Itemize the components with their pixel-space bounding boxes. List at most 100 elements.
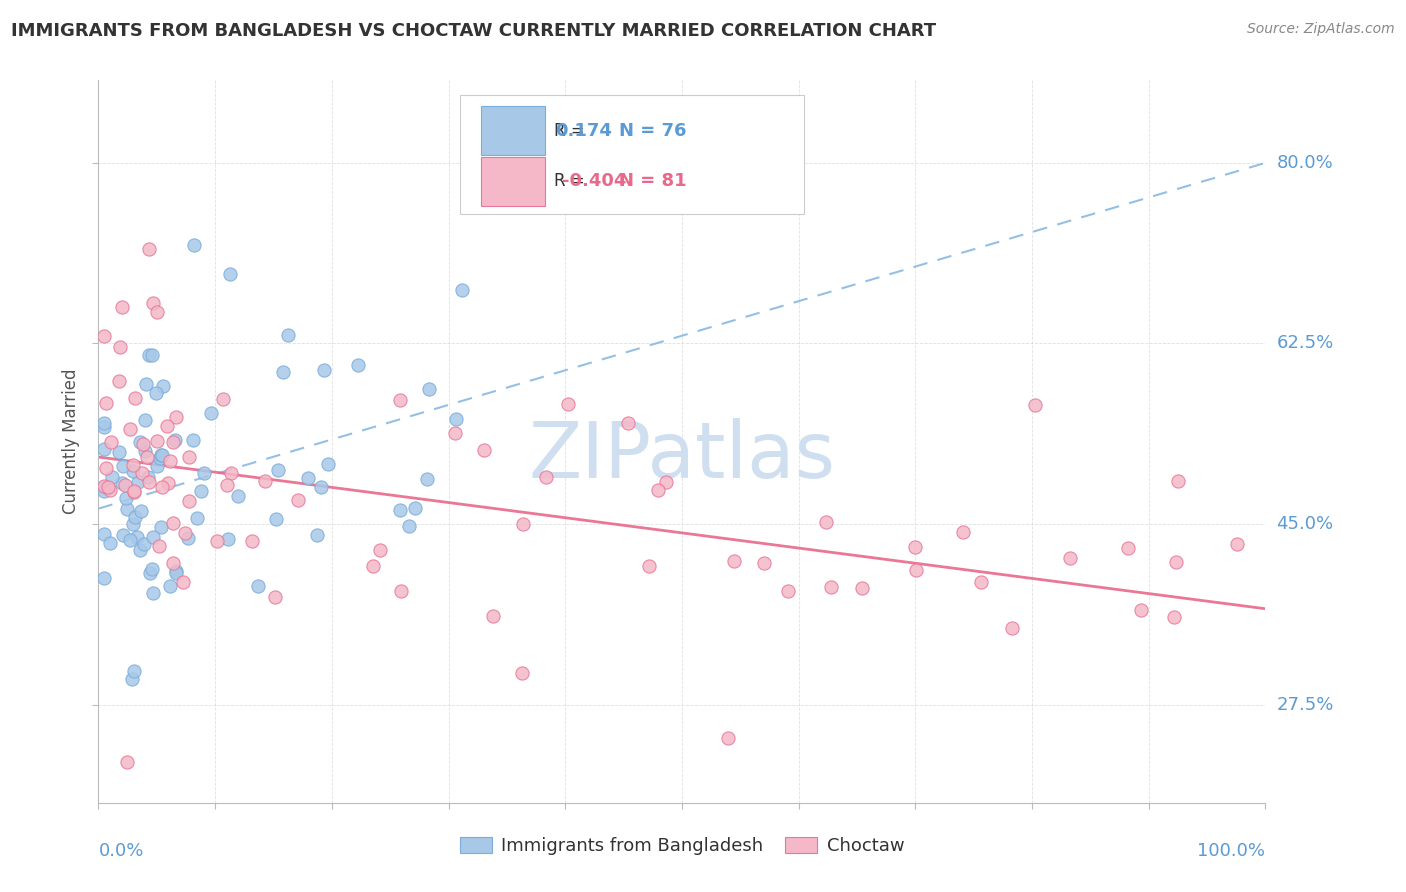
Point	[93, 478, 115, 492]
Point	[159, 454, 181, 468]
Point	[136, 450, 159, 464]
Point	[97, 480, 120, 494]
Point	[162, 516, 184, 531]
Text: 100.0%: 100.0%	[1198, 842, 1265, 860]
Point	[156, 476, 179, 491]
Point	[363, 559, 385, 574]
Point	[647, 483, 669, 497]
Point	[149, 449, 172, 463]
Point	[111, 301, 134, 315]
Point	[98, 535, 121, 549]
Point	[122, 664, 145, 678]
Point	[1163, 610, 1185, 624]
Point	[93, 417, 115, 431]
Point	[307, 528, 329, 542]
Point	[637, 558, 659, 573]
Point	[124, 391, 146, 405]
Point	[112, 459, 135, 474]
Point	[389, 392, 412, 407]
Point	[418, 382, 440, 396]
Point	[93, 329, 115, 343]
Point	[512, 516, 534, 531]
Point	[311, 480, 333, 494]
Point	[1024, 397, 1046, 411]
Text: N = 81: N = 81	[619, 172, 686, 190]
Text: R =: R =	[554, 122, 585, 140]
Point	[124, 509, 146, 524]
Point	[93, 483, 115, 498]
Point	[100, 434, 122, 449]
Point	[138, 475, 160, 489]
Point	[617, 416, 640, 430]
Point	[482, 608, 505, 623]
Point	[368, 543, 391, 558]
Point	[952, 525, 974, 540]
Y-axis label: Currently Married: Currently Married	[62, 368, 80, 515]
Point	[177, 532, 200, 546]
Point	[127, 530, 149, 544]
Point	[205, 533, 228, 548]
Text: 62.5%: 62.5%	[1277, 334, 1334, 352]
Point	[416, 472, 439, 486]
Point	[264, 590, 287, 604]
Text: R =: R =	[554, 172, 585, 190]
Point	[1166, 555, 1188, 569]
Point	[181, 433, 204, 447]
Point	[152, 379, 174, 393]
Point	[1116, 541, 1139, 556]
Point	[851, 582, 873, 596]
Text: 45.0%: 45.0%	[1277, 515, 1334, 533]
Point	[1130, 603, 1153, 617]
Point	[108, 340, 131, 354]
Text: Source: ZipAtlas.com: Source: ZipAtlas.com	[1247, 22, 1395, 37]
Point	[108, 374, 131, 388]
Point	[723, 554, 745, 568]
Point	[150, 520, 173, 534]
Point	[512, 666, 534, 681]
Point	[219, 267, 242, 281]
Point	[131, 467, 153, 481]
Point	[389, 584, 412, 599]
Point	[159, 579, 181, 593]
Text: 0.0%: 0.0%	[98, 842, 143, 860]
Point	[1226, 536, 1249, 550]
Point	[138, 348, 160, 362]
Point	[186, 511, 208, 525]
Point	[277, 327, 299, 342]
Point	[1059, 550, 1081, 565]
Point	[142, 530, 165, 544]
Point	[904, 563, 927, 577]
Text: N = 76: N = 76	[619, 122, 686, 140]
Point	[98, 483, 121, 498]
Point	[129, 542, 152, 557]
Text: 80.0%: 80.0%	[1277, 153, 1333, 172]
Point	[148, 539, 170, 553]
Point	[254, 475, 277, 489]
Point	[212, 392, 235, 406]
Point	[398, 518, 420, 533]
Point	[1167, 475, 1189, 489]
Point	[165, 566, 187, 581]
Point	[128, 434, 150, 449]
Point	[107, 445, 129, 459]
Point	[93, 571, 115, 585]
Point	[316, 457, 339, 471]
Point	[122, 458, 145, 472]
Point	[112, 528, 135, 542]
Point	[115, 501, 138, 516]
Point	[120, 422, 142, 436]
Point	[190, 484, 212, 499]
Point	[1000, 621, 1022, 635]
Point	[165, 564, 187, 578]
Point	[94, 396, 117, 410]
Point	[267, 463, 290, 477]
Point	[132, 536, 155, 550]
Point	[165, 409, 187, 424]
Text: 27.5%: 27.5%	[1277, 696, 1334, 714]
Point	[134, 444, 156, 458]
Point	[114, 491, 136, 505]
Point	[150, 448, 173, 462]
Point	[131, 437, 153, 451]
Text: IMMIGRANTS FROM BANGLADESH VS CHOCTAW CURRENTLY MARRIED CORRELATION CHART: IMMIGRANTS FROM BANGLADESH VS CHOCTAW CU…	[11, 22, 936, 40]
Point	[136, 469, 159, 483]
